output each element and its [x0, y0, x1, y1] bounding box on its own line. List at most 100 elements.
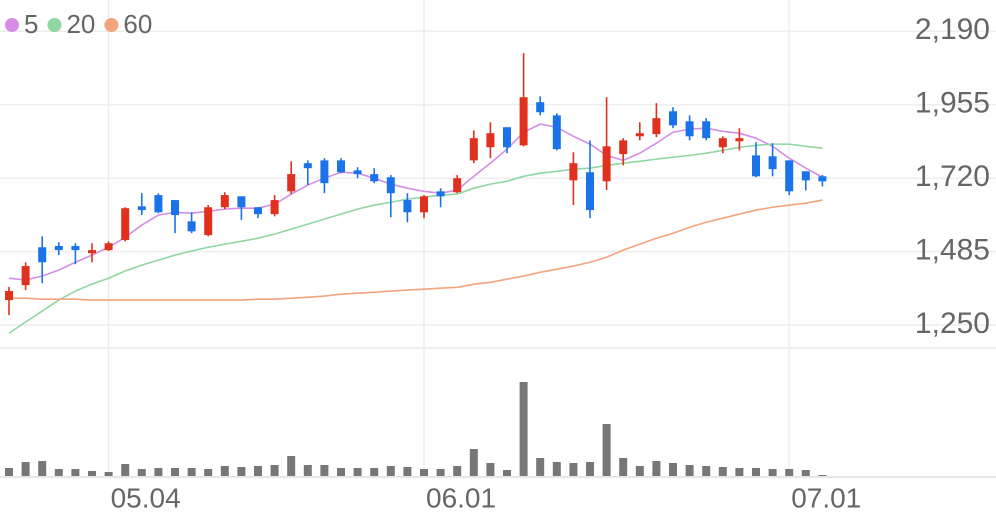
- volume-bar: [801, 470, 810, 476]
- candle-body: [619, 140, 628, 155]
- ma-line: [8, 143, 823, 334]
- volume-bar: [21, 462, 30, 476]
- candle-body: [171, 200, 179, 216]
- volume-bar: [420, 469, 428, 476]
- volume-bar: [204, 469, 213, 476]
- legend-label: 20: [66, 9, 95, 39]
- y-tick-label: 1,955: [915, 87, 990, 120]
- ma-line: [9, 199, 823, 301]
- candle-body: [104, 243, 113, 251]
- candle-body: [552, 115, 561, 150]
- candle-body: [486, 133, 495, 148]
- volume-bar: [237, 467, 246, 476]
- volume-bar: [5, 468, 13, 476]
- volume-bar: [718, 467, 727, 476]
- candle-body: [88, 250, 96, 254]
- volume-bar: [519, 382, 528, 476]
- volume-bar: [171, 468, 179, 476]
- volume-bar: [453, 466, 462, 476]
- volume-bar: [337, 468, 345, 476]
- candle-body: [752, 155, 760, 177]
- candle-body: [768, 156, 777, 170]
- candle-body: [403, 200, 412, 213]
- volume-bar: [220, 466, 229, 476]
- legend-label: 60: [123, 9, 152, 39]
- candle-body: [536, 102, 545, 113]
- volume-bar: [768, 469, 777, 476]
- volume-bar: [154, 468, 163, 476]
- candle-body: [54, 246, 63, 251]
- x-tick-label: 07.01: [791, 482, 861, 513]
- candle-body: [370, 174, 379, 182]
- candle-body: [785, 160, 794, 192]
- volume-bar: [586, 462, 594, 476]
- candle-body: [270, 200, 279, 215]
- volume-bar: [54, 469, 63, 476]
- x-tick-label: 06.01: [426, 482, 496, 513]
- candle-body: [519, 97, 528, 146]
- candle-body: [453, 178, 462, 193]
- volume-bar: [785, 469, 794, 476]
- volume-bar: [38, 461, 47, 476]
- candle-body: [353, 170, 362, 175]
- candle-body: [21, 266, 30, 286]
- volume-bar: [270, 465, 279, 476]
- volume-bar: [818, 475, 827, 476]
- candle-body: [287, 174, 296, 192]
- volume-bar: [187, 468, 196, 476]
- legend-marker: [47, 18, 62, 32]
- candle-body: [801, 171, 810, 181]
- candle-body: [503, 127, 511, 148]
- volume-bar: [652, 461, 661, 476]
- volume-bar: [735, 468, 744, 476]
- volume-bar: [353, 468, 362, 476]
- volume-bar: [403, 467, 412, 476]
- volume-bar: [287, 456, 296, 476]
- volume-bar: [536, 458, 545, 476]
- candle-body: [137, 206, 146, 211]
- candle-body: [303, 163, 312, 169]
- volume-bar: [552, 462, 561, 476]
- candle-body: [569, 163, 578, 181]
- y-tick-label: 2,190: [915, 13, 990, 46]
- candle-body: [669, 111, 677, 126]
- legend-marker: [5, 18, 19, 32]
- candle-body: [254, 207, 262, 215]
- candle-body: [220, 195, 229, 208]
- volume-bar: [104, 472, 113, 476]
- candle-body: [5, 291, 13, 301]
- candle-body: [586, 172, 594, 211]
- candle-body: [237, 196, 246, 208]
- legend-marker: [104, 18, 119, 32]
- volume-bar: [752, 468, 760, 476]
- candle-body: [121, 208, 130, 241]
- volume-bar: [254, 466, 262, 476]
- candle-body: [71, 246, 80, 251]
- candle-body: [436, 191, 445, 197]
- candle-body: [702, 121, 711, 139]
- candle-body: [187, 221, 196, 232]
- candle-body: [602, 146, 611, 182]
- candle-body: [420, 196, 428, 213]
- candle-body: [204, 207, 213, 236]
- volume-bar: [370, 468, 379, 476]
- volume-bar: [121, 464, 130, 476]
- volume-bar: [503, 470, 511, 476]
- candle-body: [635, 133, 644, 137]
- candle-body: [735, 138, 744, 142]
- ma-line: [8, 123, 823, 281]
- volume-bar: [88, 471, 96, 476]
- volume-bar: [685, 465, 694, 476]
- y-tick-label: 1,485: [915, 234, 990, 267]
- candle-body: [337, 160, 345, 173]
- volume-bar: [669, 463, 677, 476]
- volume-bar: [386, 466, 395, 476]
- volume-bar: [602, 424, 611, 476]
- candle-body: [154, 195, 163, 213]
- candle-body: [38, 247, 47, 263]
- volume-bar: [303, 465, 312, 476]
- candle-body: [469, 138, 478, 161]
- volume-bar: [320, 465, 329, 476]
